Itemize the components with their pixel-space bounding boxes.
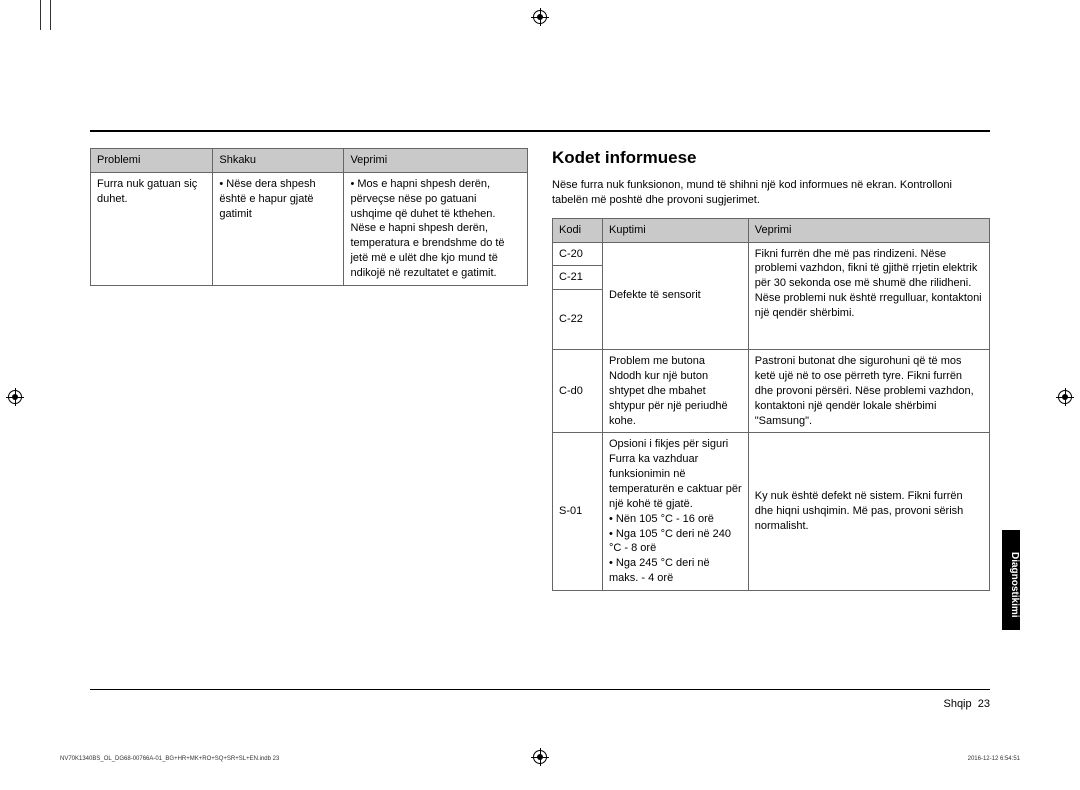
action-cell: Pastroni butonat dhe sigurohuni që të mo… <box>748 350 989 433</box>
meaning-cell: Problem me butona Ndodh kur një buton sh… <box>603 350 749 433</box>
intro-text: Nëse furra nuk funksionon, mund të shihn… <box>552 178 990 208</box>
side-tab: Diagnostikimi <box>1002 530 1020 630</box>
col-header: Kuptimi <box>603 218 749 242</box>
registration-mark <box>533 750 547 764</box>
code-cell: C-d0 <box>553 350 603 433</box>
footer-doc: NV70K1340BS_OL_DG68-00766A-01_BG+HR+MK+R… <box>60 756 279 762</box>
content: Problemi Shkaku Veprimi Furra nuk gatuan… <box>90 148 990 591</box>
meaning-cell: Defekte të sensorit <box>603 242 749 350</box>
registration-mark <box>8 390 22 404</box>
troubleshoot-table: Problemi Shkaku Veprimi Furra nuk gatuan… <box>90 148 528 286</box>
code-cell: S-01 <box>553 433 603 590</box>
meaning-cell: Opsioni i fikjes për siguri Furra ka vaz… <box>603 433 749 590</box>
action-cell: Fikni furrën dhe më pas rindizeni. Nëse … <box>748 242 989 350</box>
col-header: Kodi <box>553 218 603 242</box>
right-column: Kodet informuese Nëse furra nuk funksion… <box>552 148 990 591</box>
action-cell: Ky nuk është defekt në sistem. Fikni fur… <box>748 433 989 590</box>
codes-table: Kodi Kuptimi Veprimi C-20 Defekte të sen… <box>552 218 990 591</box>
col-header: Veprimi <box>748 218 989 242</box>
cell-cause: Nëse dera shpesh është e hapur gjatë gat… <box>213 172 344 285</box>
code-cell: C-20 <box>553 242 603 266</box>
code-cell: C-21 <box>553 266 603 290</box>
left-column: Problemi Shkaku Veprimi Furra nuk gatuan… <box>90 148 528 591</box>
col-header: Veprimi <box>344 149 528 173</box>
registration-mark <box>1058 390 1072 404</box>
code-cell: C-22 <box>553 290 603 350</box>
footer-date: 2016-12-12 6:54:51 <box>968 756 1020 762</box>
footer-lang: Shqip 23 <box>943 698 990 710</box>
cell-problem: Furra nuk gatuan siç duhet. <box>91 172 213 285</box>
rule-top <box>90 130 990 132</box>
col-header: Problemi <box>91 149 213 173</box>
registration-mark <box>533 10 547 24</box>
cell-action: Mos e hapni shpesh derën, përveçse nëse … <box>344 172 528 285</box>
col-header: Shkaku <box>213 149 344 173</box>
rule-bottom <box>90 689 990 690</box>
section-heading: Kodet informuese <box>552 148 990 168</box>
